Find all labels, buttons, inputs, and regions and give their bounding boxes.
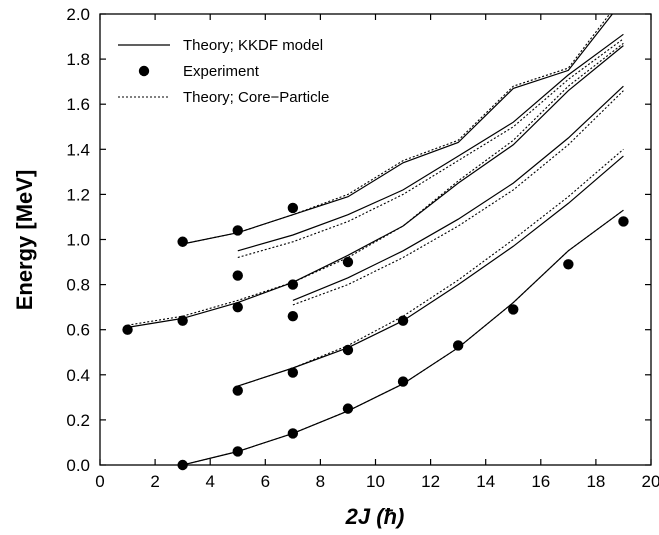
y-tick-label: 1.8 bbox=[66, 50, 90, 69]
experiment-point bbox=[177, 459, 188, 471]
y-axis-title: Energy [MeV] bbox=[12, 170, 37, 311]
y-tick-label: 1.2 bbox=[66, 185, 90, 204]
core-particle-curve-7 bbox=[127, 42, 624, 326]
x-tick-label: 14 bbox=[476, 472, 495, 491]
y-tick-label: 0.8 bbox=[66, 276, 90, 295]
kkdf-curve-6 bbox=[127, 45, 624, 328]
kkdf-curve-2 bbox=[237, 155, 624, 387]
experiment-point bbox=[177, 315, 188, 326]
x-tick-label: 10 bbox=[366, 472, 385, 491]
experiment-point bbox=[342, 403, 354, 414]
x-axis-title: 2J (ħ) bbox=[345, 504, 405, 529]
legend: Theory; KKDF model Experiment Theory; Core… bbox=[118, 37, 329, 106]
x-tick-label: 0 bbox=[95, 472, 104, 491]
experiment-point bbox=[508, 304, 519, 315]
series-lines bbox=[127, 14, 624, 465]
y-tick-label: 1.4 bbox=[66, 140, 90, 159]
experiment-point bbox=[342, 344, 354, 356]
experiment-point bbox=[232, 385, 243, 396]
core-particle-curve-3 bbox=[237, 148, 624, 387]
experiment-point bbox=[397, 376, 409, 387]
experiment-point bbox=[232, 270, 243, 281]
experiment-point bbox=[287, 367, 299, 378]
x-tick-label: 20 bbox=[642, 472, 659, 491]
y-tick-label: 0.6 bbox=[66, 321, 90, 340]
x-tick-label: 2 bbox=[150, 472, 159, 491]
experiment-point bbox=[287, 202, 299, 214]
core-particle-curve-9 bbox=[237, 38, 624, 259]
experiment-point bbox=[287, 428, 299, 439]
kkdf-curve-8 bbox=[237, 33, 624, 252]
x-tick-label: 16 bbox=[531, 472, 550, 491]
experiment-point bbox=[232, 225, 243, 236]
y-tick-label: 2.0 bbox=[66, 5, 90, 24]
legend-label: Theory; Core−Particle bbox=[183, 89, 329, 106]
experiment-points bbox=[122, 202, 629, 471]
experiment-point bbox=[122, 324, 133, 335]
x-tick-label: 8 bbox=[316, 472, 325, 491]
y-tick-label: 0.4 bbox=[66, 366, 90, 385]
y-tick-label: 1.0 bbox=[66, 231, 90, 250]
experiment-point bbox=[563, 259, 574, 270]
experiment-point bbox=[618, 216, 629, 227]
kkdf-curve-10 bbox=[182, 14, 613, 245]
x-tick-label: 4 bbox=[205, 472, 214, 491]
x-tick-label: 18 bbox=[586, 472, 605, 491]
experiment-point bbox=[287, 279, 299, 290]
kkdf-curve-4 bbox=[292, 85, 624, 301]
experiment-point bbox=[232, 446, 243, 457]
kkdf-curve-0 bbox=[182, 209, 624, 465]
axis-ticks: 0 2 4 6 8 10 12 14 16 18 20 0.0 0.2 0.4 0.6 0.8 1.0 1.2 1.… bbox=[66, 5, 659, 491]
core-particle-curve-5 bbox=[292, 90, 624, 306]
experiment-point bbox=[397, 315, 409, 326]
experiment-point bbox=[452, 340, 464, 351]
core-particle-curve-1 bbox=[182, 209, 624, 465]
legend-label: Theory; KKDF model bbox=[183, 37, 323, 54]
experiment-point bbox=[287, 310, 299, 322]
experiment-point bbox=[232, 301, 243, 313]
y-tick-label: 1.6 bbox=[66, 95, 90, 114]
y-tick-label: 0.2 bbox=[66, 411, 90, 430]
experiment-point bbox=[342, 256, 354, 268]
legend-label: Experiment bbox=[183, 63, 260, 80]
y-tick-label: 0.0 bbox=[66, 456, 90, 475]
legend-marker-swatch bbox=[138, 65, 150, 77]
x-tick-label: 12 bbox=[421, 472, 440, 491]
x-tick-label: 6 bbox=[261, 472, 270, 491]
core-particle-curve-11 bbox=[182, 14, 611, 245]
experiment-point bbox=[177, 236, 188, 247]
